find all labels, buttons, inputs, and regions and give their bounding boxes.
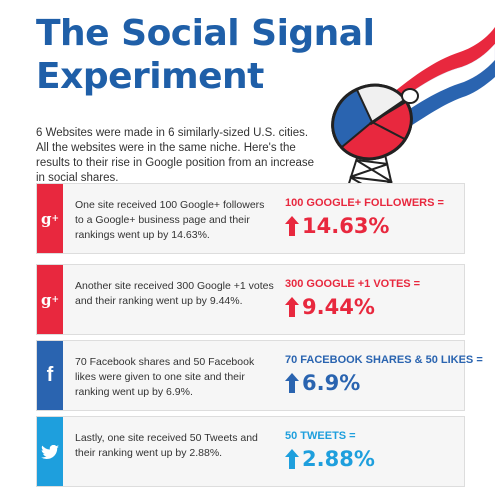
card-value: 6.9% <box>302 371 361 395</box>
card-label: 70 FACEBOOK SHARES & 50 LIKES = <box>285 354 483 366</box>
result-card-google-plus-votes: g + Another site received 300 Google +1 v… <box>36 264 465 335</box>
result-card-twitter: Lastly, one site received 50 Tweets and … <box>36 416 465 487</box>
facebook-icon: f <box>37 341 63 410</box>
up-arrow-icon <box>285 449 299 469</box>
up-arrow-icon <box>285 216 299 236</box>
card-label: 50 TWEETS = <box>285 430 356 442</box>
result-card-google-followers: g + One site received 100 Google+ followe… <box>36 183 465 254</box>
google-plus-icon: g + <box>37 184 63 253</box>
intro-text: 6 Websites were made in 6 similarly-size… <box>36 127 315 184</box>
up-arrow-icon <box>285 297 299 317</box>
card-description: One site received 100 Google+ followers … <box>75 199 265 241</box>
twitter-bird-icon <box>41 444 59 459</box>
google-plus-icon: g + <box>37 265 63 334</box>
up-arrow-icon <box>285 373 299 393</box>
title-line-2: Experiment <box>36 56 264 97</box>
title-line-1: The Social Signal <box>36 13 375 54</box>
card-description: 70 Facebook shares and 50 Facebook likes… <box>75 356 255 398</box>
card-value: 9.44% <box>302 295 375 319</box>
card-label: 300 GOOGLE +1 VOTES = <box>285 278 421 290</box>
twitter-icon <box>37 417 63 486</box>
page-title: The Social Signal Experiment <box>36 12 375 98</box>
card-value: 2.88% <box>302 447 375 471</box>
card-description: Another site received 300 Google +1 vote… <box>75 280 274 307</box>
card-description: Lastly, one site received 50 Tweets and … <box>75 432 258 459</box>
result-card-facebook: f 70 Facebook shares and 50 Facebook lik… <box>36 340 483 411</box>
card-label: 100 GOOGLE+ FOLLOWERS = <box>285 197 444 209</box>
card-value: 14.63% <box>302 214 390 238</box>
